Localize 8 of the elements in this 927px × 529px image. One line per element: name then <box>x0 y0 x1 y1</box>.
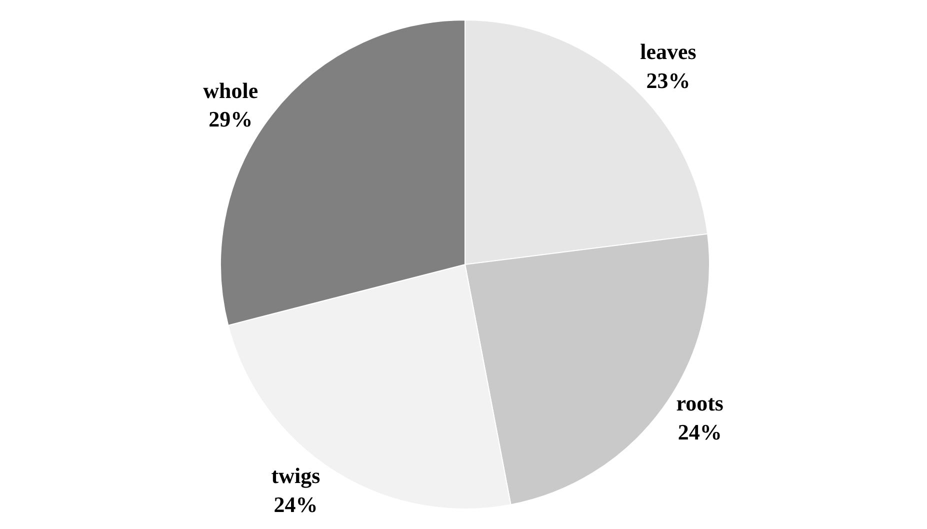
slice-label: twigs <box>271 463 321 488</box>
data-label: 29% <box>208 106 253 132</box>
slice-label: leaves <box>640 39 697 64</box>
slice-label: roots <box>676 390 724 416</box>
slice-label: whole <box>203 78 258 103</box>
data-label: 23% <box>646 68 690 93</box>
data-label: 24% <box>274 492 318 517</box>
data-label: 24% <box>678 419 722 444</box>
